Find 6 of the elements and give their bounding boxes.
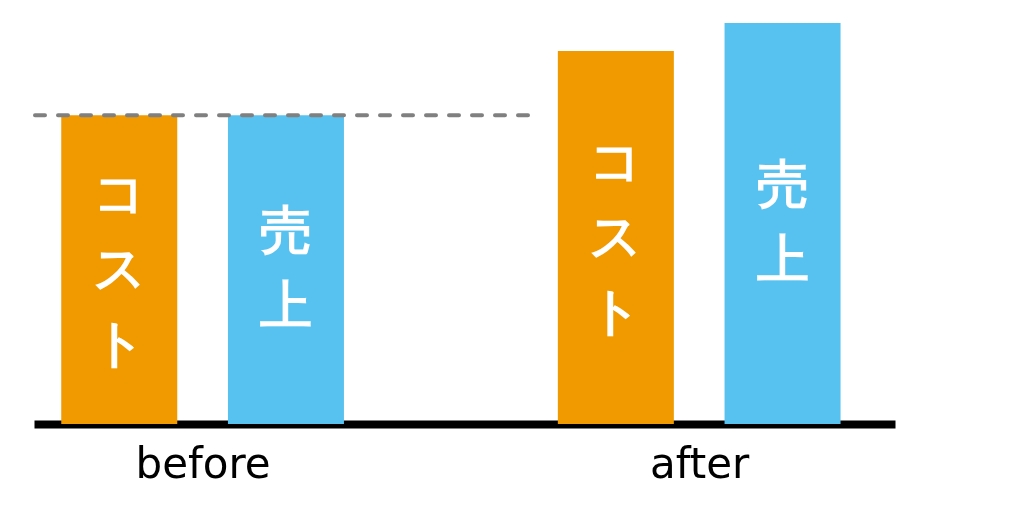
text: 売上 — [756, 154, 809, 289]
x-tick-label: before — [135, 438, 271, 488]
x-tick-label: after — [650, 438, 751, 488]
series-label: コスト — [92, 162, 146, 373]
series-label: 売上 — [259, 200, 312, 336]
text: コスト — [589, 130, 643, 341]
